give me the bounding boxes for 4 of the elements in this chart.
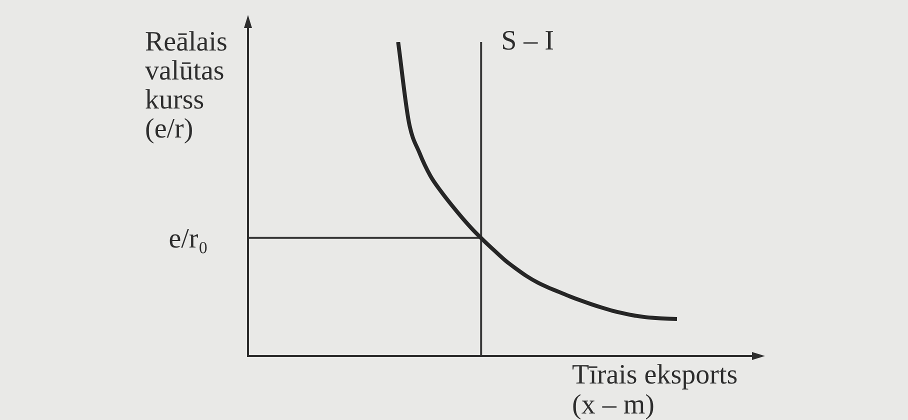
- ref-line-label: e/r₀: [168, 223, 208, 254]
- x-axis-title: Tīrais eksports (x – m): [572, 359, 738, 420]
- annotation: S – I: [501, 25, 554, 56]
- y-axis-title: Reālais valūtas kurss (e/r): [145, 26, 228, 144]
